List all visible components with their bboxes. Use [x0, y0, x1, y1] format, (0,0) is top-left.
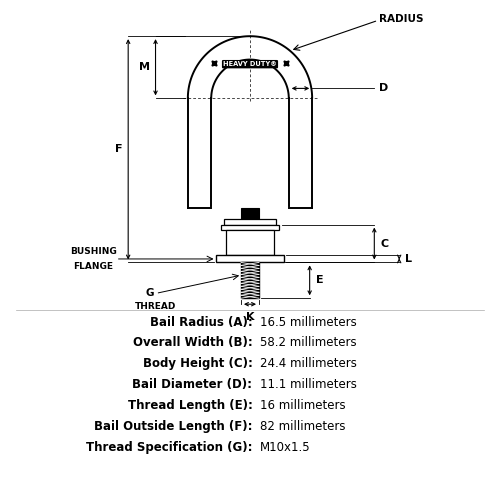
Text: K: K: [246, 312, 254, 322]
Text: 16 millimeters: 16 millimeters: [260, 399, 346, 412]
Text: F: F: [114, 144, 122, 154]
Text: HEAVY DUTY®: HEAVY DUTY®: [223, 61, 277, 67]
Text: BUSHING: BUSHING: [70, 247, 117, 256]
Text: RADIUS: RADIUS: [380, 14, 424, 24]
Bar: [220, 224, 280, 230]
Text: 11.1 millimeters: 11.1 millimeters: [260, 378, 357, 391]
Text: Overall Width (B):: Overall Width (B):: [132, 336, 252, 349]
Text: Body Height (C):: Body Height (C):: [142, 358, 252, 370]
Text: Bail Diameter (D):: Bail Diameter (D):: [132, 378, 252, 391]
Text: G: G: [146, 288, 154, 298]
Text: M10x1.5: M10x1.5: [260, 441, 310, 454]
Text: Bail Outside Length (F):: Bail Outside Length (F):: [94, 420, 252, 433]
Text: 82 millimeters: 82 millimeters: [260, 420, 346, 433]
Text: 16.5 millimeters: 16.5 millimeters: [260, 316, 356, 328]
Text: C: C: [380, 238, 388, 248]
Text: Thread Length (E):: Thread Length (E):: [128, 399, 252, 412]
Text: M: M: [138, 62, 149, 72]
Bar: [241, 262, 259, 298]
Text: E: E: [316, 276, 324, 285]
Bar: [226, 230, 274, 256]
Text: FLANGE: FLANGE: [74, 262, 114, 271]
Text: 24.4 millimeters: 24.4 millimeters: [260, 358, 357, 370]
Text: D: D: [380, 84, 388, 94]
Text: Thread Specification (G):: Thread Specification (G):: [86, 441, 252, 454]
Text: Bail Radius (A):: Bail Radius (A):: [150, 316, 252, 328]
Bar: [224, 218, 276, 224]
Text: 58.2 millimeters: 58.2 millimeters: [260, 336, 356, 349]
Text: L: L: [405, 254, 412, 264]
Bar: [240, 208, 260, 218]
Bar: [216, 256, 284, 262]
Text: THREAD: THREAD: [135, 302, 176, 311]
